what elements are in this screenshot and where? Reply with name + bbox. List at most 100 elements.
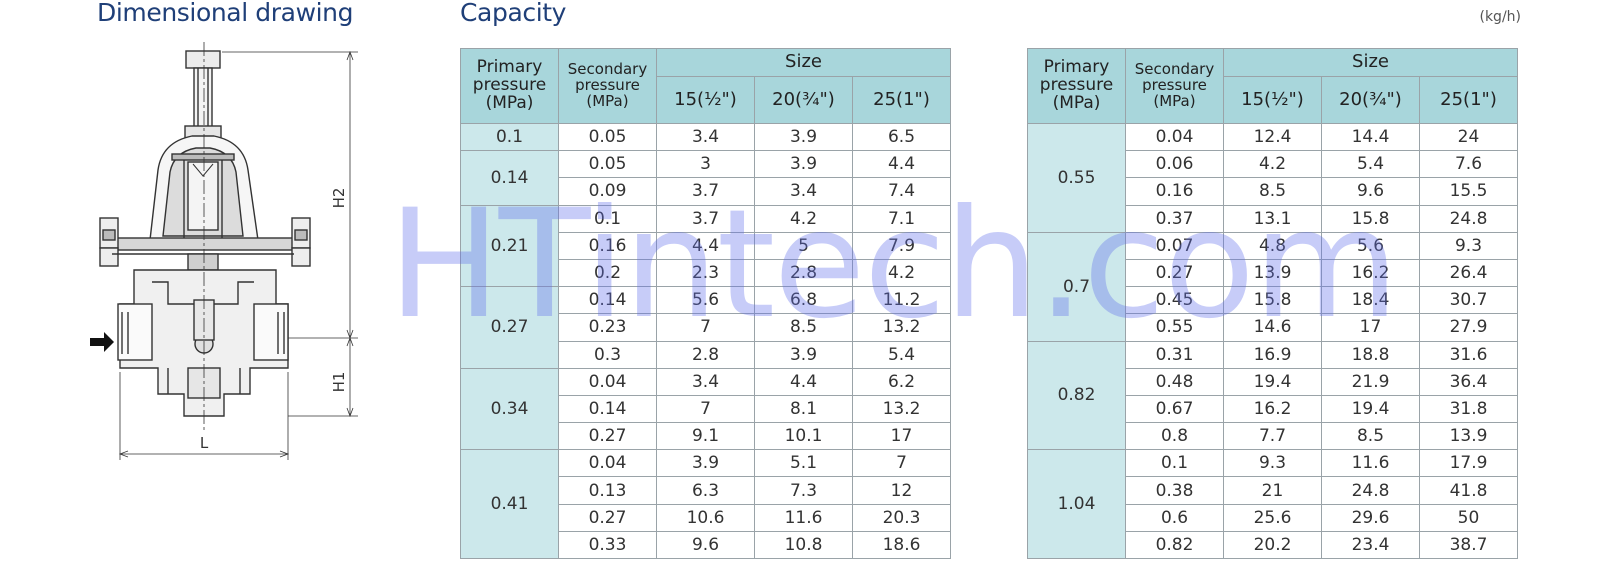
- capacity-25-cell: 41.8: [1419, 476, 1518, 505]
- capacity-25-cell: 36.4: [1419, 367, 1518, 396]
- secondary-pressure-cell: 0.55: [1125, 313, 1224, 342]
- capacity-15-cell: 8.5: [1223, 177, 1322, 206]
- capacity-25-cell: 17.9: [1419, 449, 1518, 478]
- bolt-head: [185, 50, 221, 69]
- capacity-table-right: Primary pressure (MPa) Secondary pressure (M…: [1027, 48, 1518, 560]
- capacity-20-cell: 3.9: [754, 340, 853, 369]
- table-row: 0.27 9.1 10.1 17: [461, 422, 951, 451]
- capacity-15-cell: 4.8: [1223, 231, 1322, 260]
- capacity-15-cell: 3.4: [656, 367, 755, 396]
- secondary-pressure-cell: 0.04: [1125, 122, 1224, 152]
- capacity-20-cell: 4.4: [754, 367, 853, 396]
- capacity-25-cell: 7.4: [852, 177, 951, 206]
- dimension-h1-label: H1: [330, 372, 348, 393]
- capacity-20-cell: 9.6: [1321, 177, 1420, 206]
- capacity-25-cell: 5.4: [852, 340, 951, 369]
- capacity-15-cell: 4.2: [1223, 150, 1322, 179]
- table-row: 0.7 0.07 4.8 5.6 9.3: [1027, 231, 1518, 342]
- secondary-pressure-cell: 0.14: [558, 394, 657, 424]
- capacity-20-cell: 11.6: [754, 503, 853, 532]
- capacity-15-cell: 7: [656, 394, 755, 424]
- capacity-15-cell: 16.9: [1223, 340, 1322, 369]
- table-row: 0.82 20.2 23.4 38.7: [1028, 530, 1518, 560]
- table-row: 1.04 0.1 9.3 11.6 17.9: [1027, 449, 1518, 559]
- capacity-15-cell: 4.4: [656, 231, 755, 260]
- capacity-25-cell: 27.9: [1419, 313, 1518, 342]
- capacity-20-cell: 5: [754, 231, 853, 260]
- capacity-25-cell: 24: [1419, 122, 1518, 152]
- secondary-pressure-cell: 0.16: [558, 231, 657, 260]
- table-row: 0.55 14.6 17 27.9: [1028, 313, 1518, 342]
- primary-pressure-cell: 0.55: [1027, 123, 1126, 233]
- capacity-20-cell: 21.9: [1321, 367, 1420, 396]
- dimensional-drawing-heading: Dimensional drawing: [97, 0, 354, 27]
- capacity-15-cell: 20.2: [1223, 530, 1322, 560]
- table-row: 0.3 2.8 3.9 5.4: [461, 340, 951, 369]
- dimension-l-label: L: [200, 434, 209, 452]
- capacity-15-cell: 12.4: [1223, 122, 1322, 152]
- table-row: 0.33 9.6 10.8 18.6: [461, 530, 951, 560]
- secondary-pressure-cell: 0.13: [558, 476, 657, 505]
- primary-pressure-cell: 0.14: [460, 150, 559, 206]
- table-row: 0.23 7 8.5 13.2: [461, 313, 951, 342]
- capacity-15-cell: 16.2: [1223, 394, 1322, 424]
- primary-pressure-header: Primary pressure (MPa): [1027, 48, 1126, 124]
- capacity-20-cell: 8.5: [754, 313, 853, 342]
- capacity-25-cell: 20.3: [852, 503, 951, 532]
- table-row: 0.1 0.05 3.4 3.9 6.5: [460, 122, 951, 152]
- capacity-15-cell: 15.8: [1223, 286, 1322, 315]
- table-row: 0.2 2.3 2.8 4.2: [461, 258, 951, 288]
- size-header: Size: [1223, 48, 1518, 77]
- secondary-pressure-cell: 0.8: [1125, 422, 1224, 451]
- size-25-header: 25(1"): [1419, 76, 1518, 124]
- secondary-pressure-cell: 0.23: [558, 313, 657, 342]
- secondary-pressure-cell: 0.07: [1125, 231, 1224, 260]
- table-row: 0.27 10.6 11.6 20.3: [461, 503, 951, 532]
- capacity-25-cell: 7.1: [852, 204, 951, 233]
- capacity-25-cell: 7.9: [852, 231, 951, 260]
- capacity-20-cell: 17: [1321, 313, 1420, 342]
- capacity-25-cell: 7.6: [1419, 150, 1518, 179]
- capacity-20-cell: 6.8: [754, 286, 853, 315]
- secondary-pressure-cell: 0.1: [558, 204, 657, 233]
- table-row: 0.55 0.04 12.4 14.4 24: [1027, 122, 1518, 233]
- secondary-pressure-cell: 0.27: [558, 422, 657, 451]
- capacity-20-cell: 4.2: [754, 204, 853, 233]
- table-row: 0.38 21 24.8 41.8: [1028, 476, 1518, 505]
- primary-pressure-cell: 0.82: [1027, 340, 1126, 451]
- table-row: 0.21 0.1 3.7 4.2 7.1: [460, 204, 951, 288]
- capacity-20-cell: 8.5: [1321, 422, 1420, 451]
- capacity-20-cell: 14.4: [1321, 122, 1420, 152]
- primary-pressure-header: Primary pressure (MPa): [460, 48, 559, 124]
- capacity-15-cell: 3.4: [656, 122, 755, 152]
- capacity-25-cell: 15.5: [1419, 177, 1518, 206]
- capacity-15-cell: 3: [656, 150, 755, 179]
- secondary-pressure-cell: 0.1: [1125, 449, 1224, 478]
- secondary-pressure-cell: 0.04: [558, 449, 657, 478]
- capacity-15-cell: 21: [1223, 476, 1322, 505]
- secondary-pressure-cell: 0.48: [1125, 367, 1224, 396]
- table-row: 0.67 16.2 19.4 31.8: [1028, 394, 1518, 424]
- capacity-15-cell: 3.7: [656, 177, 755, 206]
- capacity-25-cell: 17: [852, 422, 951, 451]
- primary-pressure-cell: 0.27: [460, 286, 559, 369]
- table-row: 0.16 8.5 9.6 15.5: [1028, 177, 1518, 206]
- capacity-20-cell: 3.9: [754, 122, 853, 152]
- secondary-pressure-cell: 0.67: [1125, 394, 1224, 424]
- capacity-25-cell: 7: [852, 449, 951, 478]
- capacity-25-cell: 38.7: [1419, 530, 1518, 560]
- capacity-heading: Capacity: [460, 0, 567, 27]
- capacity-20-cell: 23.4: [1321, 530, 1420, 560]
- capacity-15-cell: 6.3: [656, 476, 755, 505]
- secondary-pressure-cell: 0.37: [1125, 204, 1224, 233]
- capacity-20-cell: 24.8: [1321, 476, 1420, 505]
- table-row: 0.09 3.7 3.4 7.4: [461, 177, 951, 206]
- capacity-25-cell: 50: [1419, 503, 1518, 532]
- capacity-20-cell: 10.8: [754, 530, 853, 560]
- capacity-25-cell: 13.9: [1419, 422, 1518, 451]
- capacity-20-cell: 18.4: [1321, 286, 1420, 315]
- table-row: 0.48 19.4 21.9 36.4: [1028, 367, 1518, 396]
- table-row: 0.13 6.3 7.3 12: [461, 476, 951, 505]
- capacity-20-cell: 8.1: [754, 394, 853, 424]
- capacity-20-cell: 19.4: [1321, 394, 1420, 424]
